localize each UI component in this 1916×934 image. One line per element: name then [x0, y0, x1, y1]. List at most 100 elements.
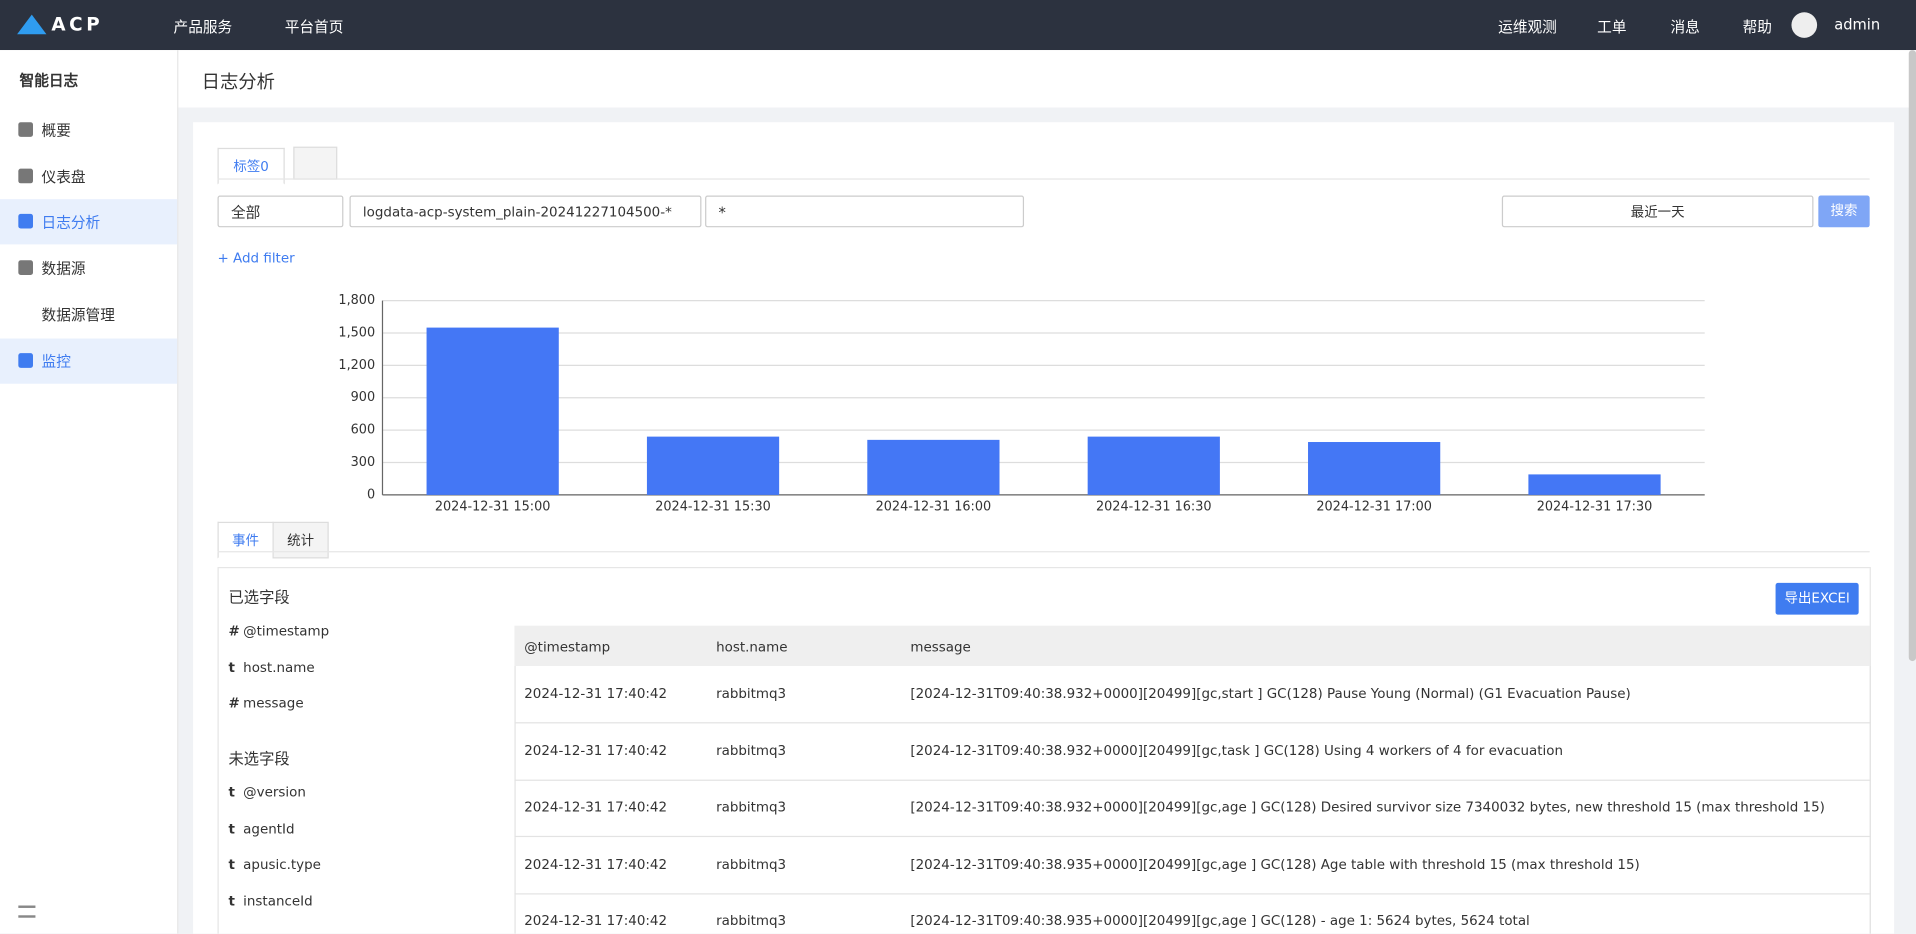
table-row	[514, 722, 1871, 781]
table-row	[514, 836, 1871, 895]
logo: ACP	[51, 13, 104, 36]
header-link[interactable]: 运维观测	[1498, 18, 1557, 36]
input[interactable]: *	[705, 195, 1025, 228]
header-link[interactable]: 消息	[1670, 18, 1700, 36]
header-link[interactable]: 工单	[1597, 18, 1627, 36]
table-cell: [2024-12-31T09:40:38.935+0000][20499][gc…	[910, 913, 1530, 930]
field-name[interactable]: message	[243, 695, 304, 712]
logo-mark	[17, 14, 47, 35]
x-tick-label: 2024-12-31 15:00	[435, 500, 551, 515]
bar	[1308, 442, 1441, 495]
field-name[interactable]: instanceId	[243, 892, 313, 909]
tab-line	[217, 178, 1870, 180]
field-type: t	[228, 659, 235, 676]
menu-icon	[18, 122, 33, 137]
field-name[interactable]: apusic.type	[243, 856, 321, 873]
chart: 0 300 600 900 1,200 1,500 1,800 2024-12-31 15:0…	[338, 293, 1705, 515]
y-tick-label: 900	[351, 390, 376, 405]
table-cell: [2024-12-31T09:40:38.935+0000][20499][gc…	[910, 856, 1640, 873]
y-tick-label: 1,200	[338, 358, 375, 373]
x-tick-label: 2024-12-31 16:00	[876, 500, 992, 515]
tab-line	[217, 551, 1870, 553]
menu-item[interactable]: 产品服务	[173, 18, 233, 36]
table-cell: 2024-12-31 17:40:42	[524, 799, 668, 816]
sidebar-item[interactable]: 数据源	[41, 260, 86, 278]
user[interactable]: admin	[1834, 15, 1881, 33]
x-tick-label: 2024-12-31 17:00	[1316, 500, 1432, 515]
menu-icon	[18, 168, 33, 184]
bar	[1528, 474, 1661, 495]
field-name[interactable]: host.name	[243, 659, 315, 676]
x-tick-label: 2024-12-31 17:30	[1537, 500, 1653, 515]
menu-icon	[18, 260, 33, 275]
column-header: host.name	[716, 639, 788, 655]
page-title: 日志分析	[201, 70, 275, 93]
header-link[interactable]: 帮助	[1742, 18, 1772, 36]
table-cell: 2024-12-31 17:40:42	[524, 856, 668, 873]
field-type: #	[228, 695, 240, 712]
sidebar-item[interactable]: 日志分析	[41, 213, 101, 231]
menu-item[interactable]: 平台首页	[284, 18, 344, 36]
result-tab[interactable]: 事件	[217, 521, 274, 559]
card	[193, 122, 1895, 934]
result-tab[interactable]: 统计	[272, 521, 329, 559]
field-name[interactable]: @timestamp	[243, 623, 330, 640]
table-header	[514, 625, 1870, 666]
column-header: @timestamp	[524, 639, 611, 655]
field-type: t	[228, 784, 235, 801]
table-cell: rabbitmq3	[716, 685, 787, 702]
table-row	[514, 665, 1871, 724]
y-tick-label: 1,800	[338, 293, 375, 308]
table-cell: rabbitmq3	[716, 856, 787, 873]
table-row	[514, 893, 1871, 934]
y-tick-label: 1,500	[338, 325, 375, 340]
sidebar-item[interactable]: 监控	[41, 353, 71, 371]
sidebar-item[interactable]: 仪表盘	[41, 168, 86, 186]
sidebar-item[interactable]: 数据源管理	[41, 306, 115, 324]
menu-icon	[18, 213, 33, 229]
table-cell: 2024-12-31 17:40:42	[524, 913, 668, 930]
sidebar-item[interactable]: 概要	[41, 122, 71, 140]
scrollbar	[1908, 50, 1916, 662]
column-header: message	[910, 639, 971, 655]
add-tab[interactable]	[293, 146, 338, 180]
bar	[1087, 436, 1220, 495]
title-bar	[178, 50, 1916, 108]
table-cell: [2024-12-31T09:40:38.932+0000][20499][gc…	[910, 742, 1563, 759]
field-name[interactable]: agentId	[243, 820, 295, 837]
field-name[interactable]: @version	[243, 784, 306, 801]
bar	[646, 436, 780, 495]
time-select[interactable]: 最近一天	[1501, 195, 1814, 228]
collapse-icon[interactable]	[18, 905, 36, 918]
field-type: t	[228, 820, 235, 837]
sidebar-title: 智能日志	[19, 72, 79, 90]
add-filter[interactable]: + Add filter	[217, 250, 295, 267]
search-button[interactable]: 搜索	[1818, 195, 1870, 228]
y-tick-label: 300	[351, 455, 376, 470]
select[interactable]: logdata-acp-system_plain-20241227104500-…	[349, 195, 702, 228]
field-type: t	[228, 856, 235, 873]
field-type: #	[228, 623, 240, 640]
export-button[interactable]: 导出EXCEl	[1775, 582, 1859, 615]
sidebar	[0, 50, 179, 934]
table-cell: [2024-12-31T09:40:38.932+0000][20499][gc…	[910, 799, 1825, 816]
x-tick-label: 2024-12-31 16:30	[1096, 500, 1212, 515]
menu-icon	[18, 353, 33, 368]
section-title: 已选字段	[228, 587, 290, 607]
y-tick-label: 0	[367, 487, 375, 502]
bar	[426, 327, 559, 495]
table-row	[514, 779, 1871, 838]
bar	[867, 439, 1000, 495]
avatar	[1791, 12, 1818, 38]
x-tick-label: 2024-12-31 15:30	[655, 500, 771, 515]
select[interactable]: 全部	[217, 195, 344, 228]
table-cell: 2024-12-31 17:40:42	[524, 685, 668, 702]
table-cell: 2024-12-31 17:40:42	[524, 742, 668, 759]
header	[0, 0, 1916, 51]
section-title: 未选字段	[228, 749, 290, 768]
y-tick-label: 600	[351, 423, 376, 438]
table-cell: [2024-12-31T09:40:38.932+0000][20499][gc…	[910, 685, 1631, 702]
table-cell: rabbitmq3	[716, 742, 787, 759]
